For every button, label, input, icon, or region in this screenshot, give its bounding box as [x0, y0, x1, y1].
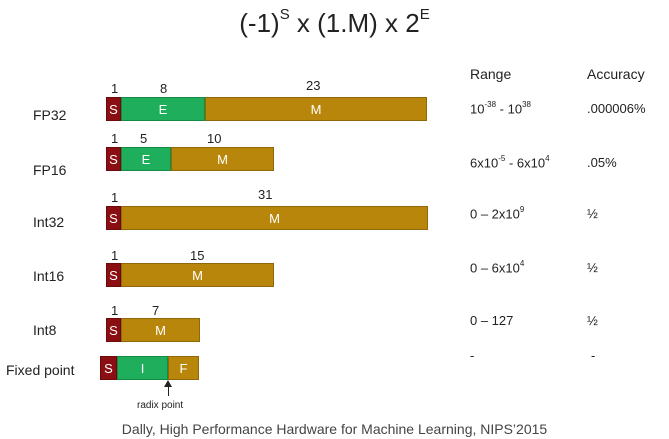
segment-exponent: E	[121, 147, 171, 171]
row-label-fixed-point: Fixed point	[6, 362, 75, 378]
accuracy-header: Accuracy	[587, 66, 645, 82]
bits-int8-s: 1	[111, 303, 119, 318]
bar-fp16: S E M	[106, 147, 274, 171]
bits-fp16-e: 5	[140, 131, 148, 146]
range-fixed-point: -	[470, 348, 475, 363]
bits-int16-m: 15	[190, 248, 205, 263]
range-fp16: 6x10-5 - 6x104	[470, 154, 550, 171]
segment-mantissa: M	[171, 147, 274, 171]
bar-int8: S M	[106, 318, 200, 342]
bits-int8-m: 7	[152, 303, 160, 318]
segment-mantissa: M	[121, 263, 274, 287]
range-int16: 0 – 6x104	[470, 259, 525, 276]
row-label-fp32: FP32	[33, 107, 67, 123]
formula-exp-e: E	[419, 6, 430, 24]
row-label-int16: Int16	[33, 268, 65, 284]
bits-int16-s: 1	[111, 248, 119, 263]
bits-fp32-m: 23	[306, 78, 321, 93]
citation: Dally, High Performance Hardware for Mac…	[121, 421, 548, 437]
segment-mantissa: M	[121, 206, 428, 230]
bits-fp32-s: 1	[111, 81, 119, 96]
range-fp32: 10-38 - 1038	[470, 100, 531, 117]
accuracy-int8: ½	[587, 313, 598, 328]
segment-sign: S	[106, 263, 121, 287]
accuracy-int32: ½	[587, 206, 598, 221]
accuracy-fixed-point: -	[591, 348, 596, 363]
bits-fp32-e: 8	[160, 81, 168, 96]
segment-mantissa: M	[121, 318, 200, 342]
formula-exp-s: S	[279, 6, 290, 24]
bar-fixed-point: S I F	[100, 356, 199, 380]
range-int32: 0 – 2x109	[470, 205, 525, 222]
bits-int32-m: 31	[258, 187, 273, 202]
bits-int32-s: 1	[111, 190, 119, 205]
segment-sign: S	[106, 147, 121, 171]
formula-mid: x (1.M) x 2	[289, 8, 420, 38]
bits-fp16-m: 10	[207, 131, 222, 146]
accuracy-fp32: .000006%	[587, 101, 646, 116]
segment-sign: S	[106, 206, 121, 230]
bar-fp32: S E M	[106, 97, 427, 121]
bar-int16: S M	[106, 263, 274, 287]
segment-mantissa: M	[205, 97, 427, 121]
formula: (-1)S x (1.M) x 2E	[0, 6, 669, 39]
radix-arrow-icon	[164, 380, 172, 387]
segment-integer: I	[117, 356, 168, 380]
row-label-fp16: FP16	[33, 162, 67, 178]
formula-base: (-1)	[239, 8, 280, 38]
segment-sign: S	[100, 356, 117, 380]
bar-int32: S M	[106, 206, 428, 230]
bits-fp16-s: 1	[111, 131, 119, 146]
segment-fraction: F	[168, 356, 199, 380]
radix-point-label: radix point	[137, 400, 184, 411]
accuracy-fp16: .05%	[587, 155, 617, 170]
range-int8: 0 – 127	[470, 313, 514, 328]
segment-exponent: E	[121, 97, 205, 121]
row-label-int8: Int8	[33, 322, 57, 338]
segment-sign: S	[106, 97, 121, 121]
range-header: Range	[470, 66, 512, 82]
segment-sign: S	[106, 318, 121, 342]
radix-arrow-line	[168, 384, 169, 396]
accuracy-int16: ½	[587, 260, 598, 275]
row-label-int32: Int32	[33, 214, 65, 230]
